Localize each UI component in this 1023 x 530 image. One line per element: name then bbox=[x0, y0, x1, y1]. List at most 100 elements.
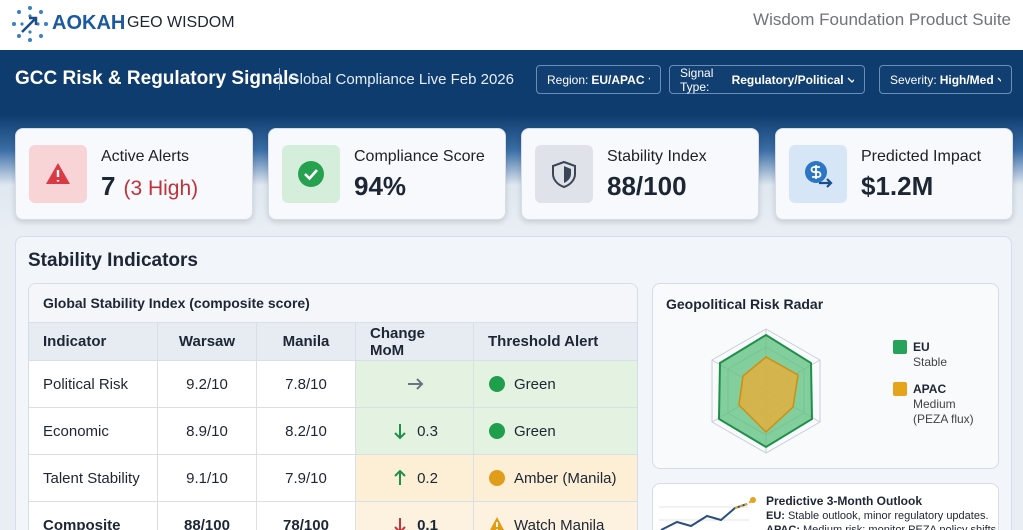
radar-chart bbox=[711, 328, 821, 454]
trend-arrow bbox=[394, 518, 406, 530]
alert-cell: Amber (Manila) bbox=[474, 455, 637, 502]
trend-arrow-path bbox=[394, 469, 406, 485]
table-cell: 8.2/10 bbox=[257, 408, 356, 455]
filter-dropdown[interactable]: Severity: High/Med bbox=[879, 65, 1012, 94]
filter-dropdown[interactable]: Region: EU/APAC bbox=[536, 65, 661, 94]
outlook-text: Stable outlook, minor regulatory updates… bbox=[787, 510, 989, 522]
column-header: Warsaw bbox=[158, 323, 257, 361]
kpi-icon-svg bbox=[552, 160, 576, 189]
kpi-value: $1.2M bbox=[861, 171, 934, 201]
trend-arrow-path bbox=[394, 518, 406, 530]
filter-dropdown[interactable]: Signal Type: Regulatory/Political bbox=[669, 65, 865, 94]
table-title-bar bbox=[29, 284, 637, 323]
kpi-label: Stability Index bbox=[607, 148, 707, 165]
alert-text: Amber (Manila) bbox=[514, 469, 617, 487]
alert-icon bbox=[489, 376, 505, 392]
top-bar: AOKAH GEO WISDOM Wisdom Foundation Produ… bbox=[0, 0, 1023, 50]
legend-note: Stable bbox=[913, 355, 948, 369]
alert-cell: Green bbox=[474, 408, 637, 455]
outlook-card: Predictive 3-Month Outlook EU: Stable out… bbox=[652, 483, 999, 530]
table-cell: 7.9/10 bbox=[257, 455, 356, 502]
alert-dot bbox=[489, 470, 505, 486]
icon-mark bbox=[810, 165, 822, 179]
outlook-label: APAC: bbox=[766, 524, 801, 530]
kpi-value-row: $1.2M bbox=[861, 171, 933, 202]
radar-apac bbox=[738, 356, 799, 434]
icon-shape bbox=[298, 161, 324, 187]
outlook-text: Medium risk; monitor PEZA policy shifts bbox=[803, 524, 997, 530]
kpi-icon-svg bbox=[298, 161, 324, 187]
table-title: Global Stability Index (composite score) bbox=[43, 295, 310, 311]
table-cell: Political Risk bbox=[29, 361, 158, 408]
alert-icon bbox=[489, 423, 505, 439]
change-value: 0.3 bbox=[417, 422, 438, 440]
table-cell: 88/100 bbox=[158, 502, 257, 530]
kpi-value: 94% bbox=[354, 171, 407, 201]
table-cell: Composite bbox=[29, 502, 158, 530]
radar-card: Geopolitical Risk Radar EU Stable APAC Medi… bbox=[652, 283, 999, 469]
icon-mark bbox=[304, 169, 318, 181]
change-cell: 0.1 bbox=[356, 502, 474, 530]
kpi-icon bbox=[535, 145, 593, 203]
column-header: Manila bbox=[257, 323, 356, 361]
legend-name: APAC bbox=[913, 382, 947, 396]
kpi-label: Active Alerts bbox=[101, 148, 190, 165]
kpi-value: 88/100 bbox=[607, 171, 687, 201]
filter-label: Region: bbox=[547, 72, 589, 87]
legend-swatch bbox=[893, 382, 907, 396]
kpi-value-row: 94% bbox=[354, 171, 406, 202]
table-cell: Talent Stability bbox=[29, 455, 158, 502]
alert-text: Green bbox=[514, 422, 556, 440]
stability-table: Global Stability Index (composite score)… bbox=[28, 283, 638, 530]
kpi-card: Compliance Score 94% bbox=[268, 128, 506, 220]
title-divider bbox=[279, 68, 280, 90]
kpi-value-row: 7 (3 High) bbox=[101, 171, 198, 202]
page-title: GCC Risk & Regulatory Signals bbox=[15, 68, 300, 89]
kpi-label: Compliance Score bbox=[354, 148, 485, 165]
column-header: Threshold Alert bbox=[474, 323, 637, 361]
table-cell: 78/100 bbox=[257, 502, 356, 530]
chevron-path bbox=[648, 77, 650, 80]
kpi-icon-svg bbox=[46, 163, 70, 184]
kpi-card: Predicted Impact $1.2M bbox=[775, 128, 1013, 220]
change-cell: 0.2 bbox=[356, 455, 474, 502]
alert-dot bbox=[489, 376, 505, 392]
kpi-icon bbox=[29, 145, 87, 203]
radar-title: Geopolitical Risk Radar bbox=[666, 296, 824, 312]
brand-sub: GEO WISDOM bbox=[127, 14, 235, 31]
trend-arrow-path bbox=[407, 378, 423, 390]
kpi-icon-svg bbox=[805, 161, 833, 188]
chevron-path bbox=[997, 77, 1001, 82]
outlook-line: APAC: Medium risk; monitor PEZA policy sh… bbox=[766, 524, 996, 530]
trend-arrow bbox=[394, 424, 406, 440]
alert-text: Watch Manila bbox=[514, 516, 605, 530]
suite-name: Wisdom Foundation Product Suite bbox=[753, 10, 1011, 29]
panel-title: Stability Indicators bbox=[28, 250, 198, 271]
filter-label: Severity: bbox=[890, 72, 937, 87]
table-cell: 8.9/10 bbox=[158, 408, 257, 455]
alert-icon bbox=[490, 517, 504, 530]
icon-arrow bbox=[819, 178, 833, 188]
legend-note: Medium (PEZA flux) bbox=[913, 397, 974, 426]
alert-dot bbox=[489, 423, 505, 439]
alert-cell: Watch Manila bbox=[474, 502, 637, 530]
chevron-path bbox=[847, 77, 854, 83]
trend-arrow-path bbox=[394, 424, 406, 440]
alert-cell: Green bbox=[474, 361, 637, 408]
column-header: Indicator bbox=[29, 323, 158, 361]
brand: AOKAH bbox=[52, 12, 126, 34]
kpi-note: (3 High) bbox=[123, 177, 199, 200]
change-value: 0.2 bbox=[417, 469, 438, 487]
table-cell: 9.2/10 bbox=[158, 361, 257, 408]
kpi-card: Stability Index 88/100 bbox=[521, 128, 759, 220]
trend-arrow bbox=[394, 469, 406, 485]
legend-swatch bbox=[893, 340, 907, 354]
kpi-icon bbox=[282, 145, 340, 203]
kpi-value: 7 bbox=[101, 171, 116, 201]
table-cell: 9.1/10 bbox=[158, 455, 257, 502]
trend-arrow bbox=[407, 378, 423, 390]
table-cell: 7.8/10 bbox=[257, 361, 356, 408]
kpi-value-row: 88/100 bbox=[607, 171, 687, 202]
outlook-line: EU: Stable outlook, minor regulatory upda… bbox=[766, 510, 989, 522]
